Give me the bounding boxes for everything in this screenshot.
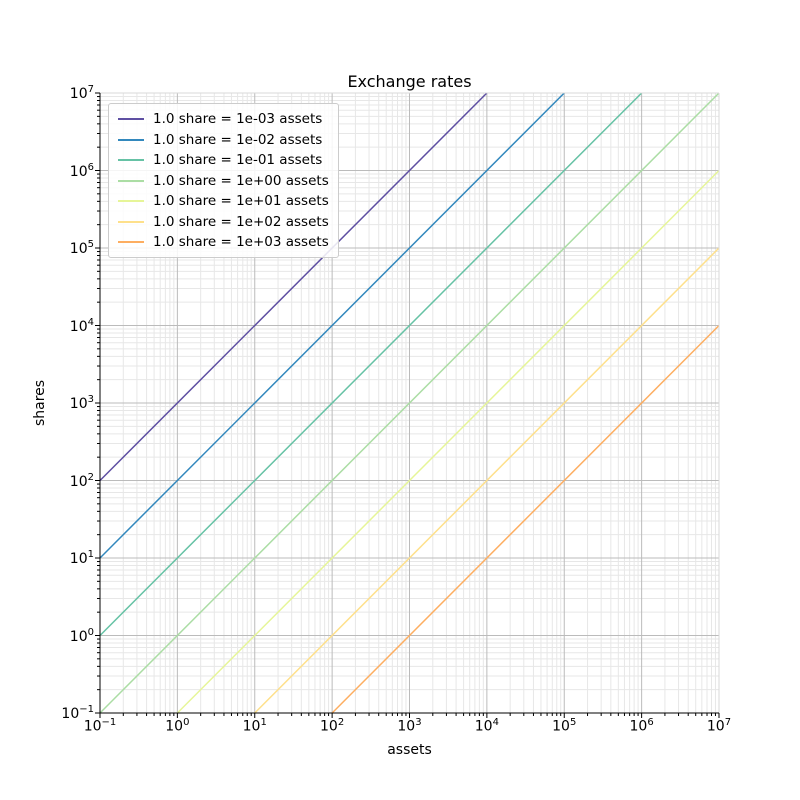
legend-label: 1.0 share = 1e-03 assets — [153, 111, 323, 128]
y-tick-label: 101 — [69, 549, 94, 567]
legend-label: 1.0 share = 1e-02 assets — [153, 131, 323, 148]
legend-item: 1.0 share = 1e+00 assets — [118, 171, 329, 192]
legend-line-swatch — [118, 179, 144, 182]
legend-item: 1.0 share = 1e-01 assets — [118, 150, 329, 171]
legend-label: 1.0 share = 1e-01 assets — [153, 152, 323, 169]
x-tick-label: 105 — [552, 717, 577, 735]
series-line — [99, 92, 565, 559]
legend-label: 1.0 share = 1e+00 assets — [153, 172, 329, 189]
legend-line-swatch — [118, 159, 144, 162]
legend-item: 1.0 share = 1e+02 assets — [118, 212, 329, 233]
legend-item: 1.0 share = 1e-03 assets — [118, 109, 329, 130]
x-tick-label: 101 — [242, 717, 267, 735]
series-line — [99, 92, 643, 637]
legend: 1.0 share = 1e-03 assets 1.0 share = 1e-0… — [108, 103, 339, 258]
x-tick-label: 107 — [706, 717, 732, 735]
x-tick-label: 100 — [165, 717, 190, 735]
y-axis-label: shares — [32, 379, 48, 427]
series-line — [331, 324, 720, 714]
y-tick-label: 102 — [69, 471, 94, 490]
legend-label: 1.0 share = 1e+01 assets — [153, 193, 329, 210]
y-tick-label: 104 — [69, 316, 94, 335]
legend-line-swatch — [118, 118, 144, 121]
y-tick-label: 105 — [69, 239, 94, 257]
legend-line-swatch — [118, 241, 144, 244]
legend-label: 1.0 share = 1e+02 assets — [153, 213, 329, 230]
legend-item: 1.0 share = 1e+01 assets — [118, 191, 329, 212]
y-tick-label: 107 — [69, 84, 94, 102]
chart-title: Exchange rates — [347, 72, 472, 91]
series-line — [99, 92, 720, 714]
x-tick-label: 104 — [474, 717, 499, 735]
legend-item: 1.0 share = 1e+03 assets — [118, 232, 329, 253]
series-line — [254, 247, 720, 714]
y-tick-label: 10−1 — [61, 704, 94, 722]
plot-area: 1.0 share = 1e-03 assets 1.0 share = 1e-0… — [95, 92, 720, 718]
series-line — [99, 92, 488, 482]
y-tick-label: 103 — [69, 394, 94, 412]
x-tick-label: 10−1 — [83, 717, 117, 735]
x-axis-label: assets — [387, 742, 432, 758]
y-tick-label: 106 — [69, 161, 94, 180]
legend-label: 1.0 share = 1e+03 assets — [153, 234, 329, 251]
series-line — [176, 169, 720, 714]
legend-line-swatch — [118, 200, 144, 203]
legend-line-swatch — [118, 138, 144, 141]
x-tick-label: 103 — [397, 717, 422, 735]
y-tick-label: 100 — [69, 626, 94, 645]
x-tick-label: 106 — [629, 717, 654, 735]
legend-line-swatch — [118, 220, 144, 223]
legend-item: 1.0 share = 1e-02 assets — [118, 130, 329, 151]
x-tick-label: 102 — [320, 717, 345, 735]
